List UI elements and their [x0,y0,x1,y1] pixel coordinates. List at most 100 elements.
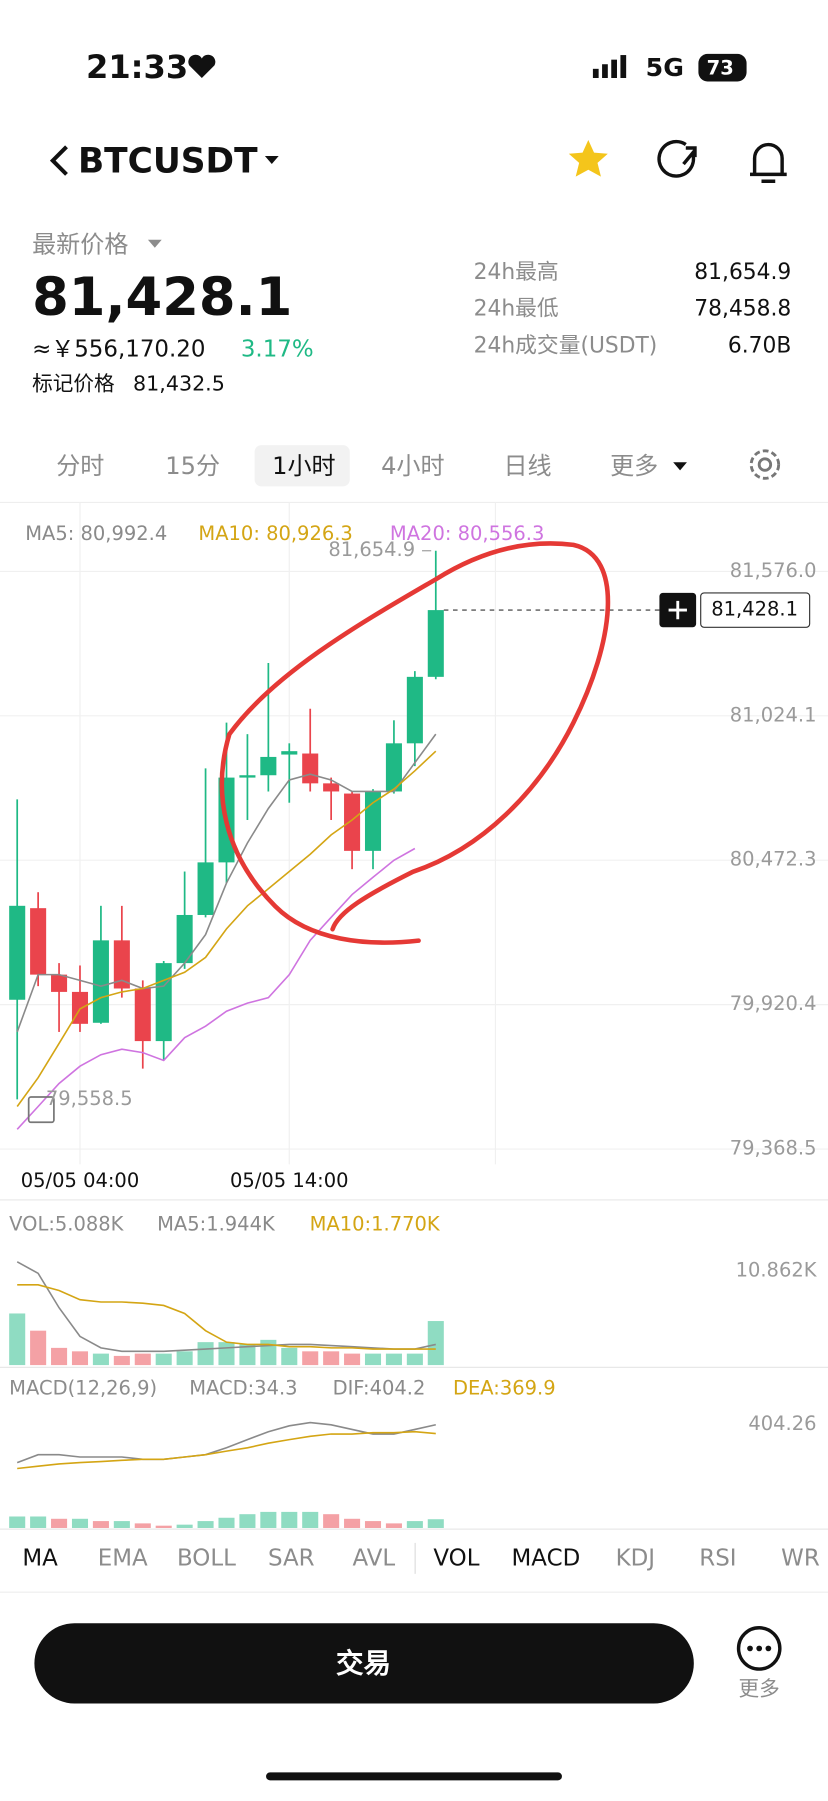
candle-body [364,791,382,851]
macd-bar [134,1523,151,1528]
stat-value: 81,654.9 [694,260,791,285]
macd-bar [71,1518,89,1528]
volume-bar [134,1353,151,1366]
macd-bar [218,1517,235,1528]
mark-label: 标记价格 [32,371,115,395]
stat-label: 24h成交量(USDT) [474,333,658,358]
plus-icon [668,600,687,620]
volume-bar [260,1339,277,1366]
zoom-icon [27,1096,55,1124]
candle-body [113,940,130,989]
indicator-tab[interactable]: SAR [268,1545,315,1571]
trade-button[interactable] [34,1623,694,1704]
legend-entry: MA10:1.770K [310,1213,441,1236]
candle-body [30,908,47,975]
indicator-tab[interactable]: WR [781,1545,820,1571]
interval-tab[interactable]: 1小时 [272,452,335,480]
interval-tab[interactable]: 更多 [610,452,658,480]
ma-line [17,1430,436,1470]
candle-body [260,756,277,776]
candle-body [427,610,444,677]
active-tab-bg [254,445,350,487]
y-tick-label: 81,576.0 [730,559,817,582]
indicator-tab[interactable]: MACD [512,1545,581,1571]
more-dropdown[interactable] [673,462,687,471]
macd-bar [364,1521,382,1528]
volume-bar [427,1321,444,1366]
legend-entry: DEA:369.9 [453,1377,556,1400]
more-icon[interactable] [736,1626,782,1671]
volume-bar [30,1330,47,1366]
volume-bar [239,1344,256,1366]
y-tick-label: 79,368.5 [730,1137,817,1160]
legend-entry: DIF:404.2 [333,1377,426,1400]
volume-bar [71,1351,89,1366]
x-tick-label: 05/05 14:00 [230,1169,348,1192]
volume-bar [344,1353,361,1366]
macd-bar [344,1518,361,1528]
indicator-tab[interactable]: KDJ [616,1545,655,1571]
settings-icon[interactable] [749,449,781,480]
cny-price: ≈￥556,170.20 [32,336,205,362]
battery [698,53,747,82]
indicator-tab[interactable]: MA [22,1545,58,1571]
last-price-box [700,592,811,628]
price-label: 最新价格 [32,230,128,258]
stat-value: 78,458.8 [694,297,791,322]
interval-tab[interactable]: 日线 [503,452,551,480]
indicator-tab[interactable]: AVL [353,1545,396,1571]
stat-value: 6.70B [728,333,791,358]
y-tick-label: 80,472.3 [730,848,817,871]
candle-body [344,793,361,851]
candle-body [302,753,319,784]
price-dropdown[interactable] [147,239,162,248]
y-tick-label: 79,920.4 [730,992,817,1015]
low-label: 79,558.5 [46,1087,133,1110]
symbol[interactable]: BTCUSDT [78,141,258,181]
macd-bar [406,1521,423,1528]
macd-bar [92,1521,109,1528]
macd-bar [30,1516,47,1528]
candle-body [385,743,402,792]
volume-bar [9,1313,26,1366]
volume-bar [51,1347,68,1366]
network: 5G [646,53,684,82]
share-icon[interactable] [657,139,697,178]
candle-body [176,914,193,964]
heart-icon [188,54,216,79]
volume-bar [364,1353,382,1366]
candle-body [9,905,26,1000]
indicator-tab[interactable]: RSI [699,1545,736,1571]
alert-bell[interactable] [750,142,787,183]
ma-line [16,1421,436,1464]
macd-bar [427,1519,444,1528]
indicator-tab[interactable]: BOLL [177,1545,236,1571]
interval-tab[interactable]: 4小时 [381,452,444,480]
macd-bar [197,1521,214,1528]
back-button[interactable] [49,145,68,176]
volume-bar [92,1353,109,1366]
volume-bar [176,1351,193,1366]
ma-line [16,733,437,1033]
favorite-star[interactable] [568,139,608,177]
interval-tab[interactable]: 分时 [56,452,104,480]
signal-icon [592,55,627,79]
indicator-tab[interactable]: EMA [98,1545,148,1571]
macd-bar [323,1514,340,1528]
trade-label[interactable]: 交易 [336,1647,391,1679]
y-tick-label: 10.862K [736,1259,818,1282]
interval-tab[interactable]: 15分 [165,452,220,480]
hand-drawn-circle [219,541,611,945]
ma-line [16,1261,436,1353]
legend-entry: MA5: 80,992.4 [25,522,167,545]
symbol-dropdown[interactable] [264,156,279,165]
macd-bar [176,1524,193,1528]
volume-bar [302,1351,319,1366]
ma-line [16,847,416,1130]
volume-bar [218,1342,235,1366]
home-indicator [266,1772,562,1781]
more-label[interactable]: 更多 [739,1677,780,1701]
indicator-tab[interactable]: VOL [433,1545,479,1571]
macd-bar [113,1521,130,1528]
